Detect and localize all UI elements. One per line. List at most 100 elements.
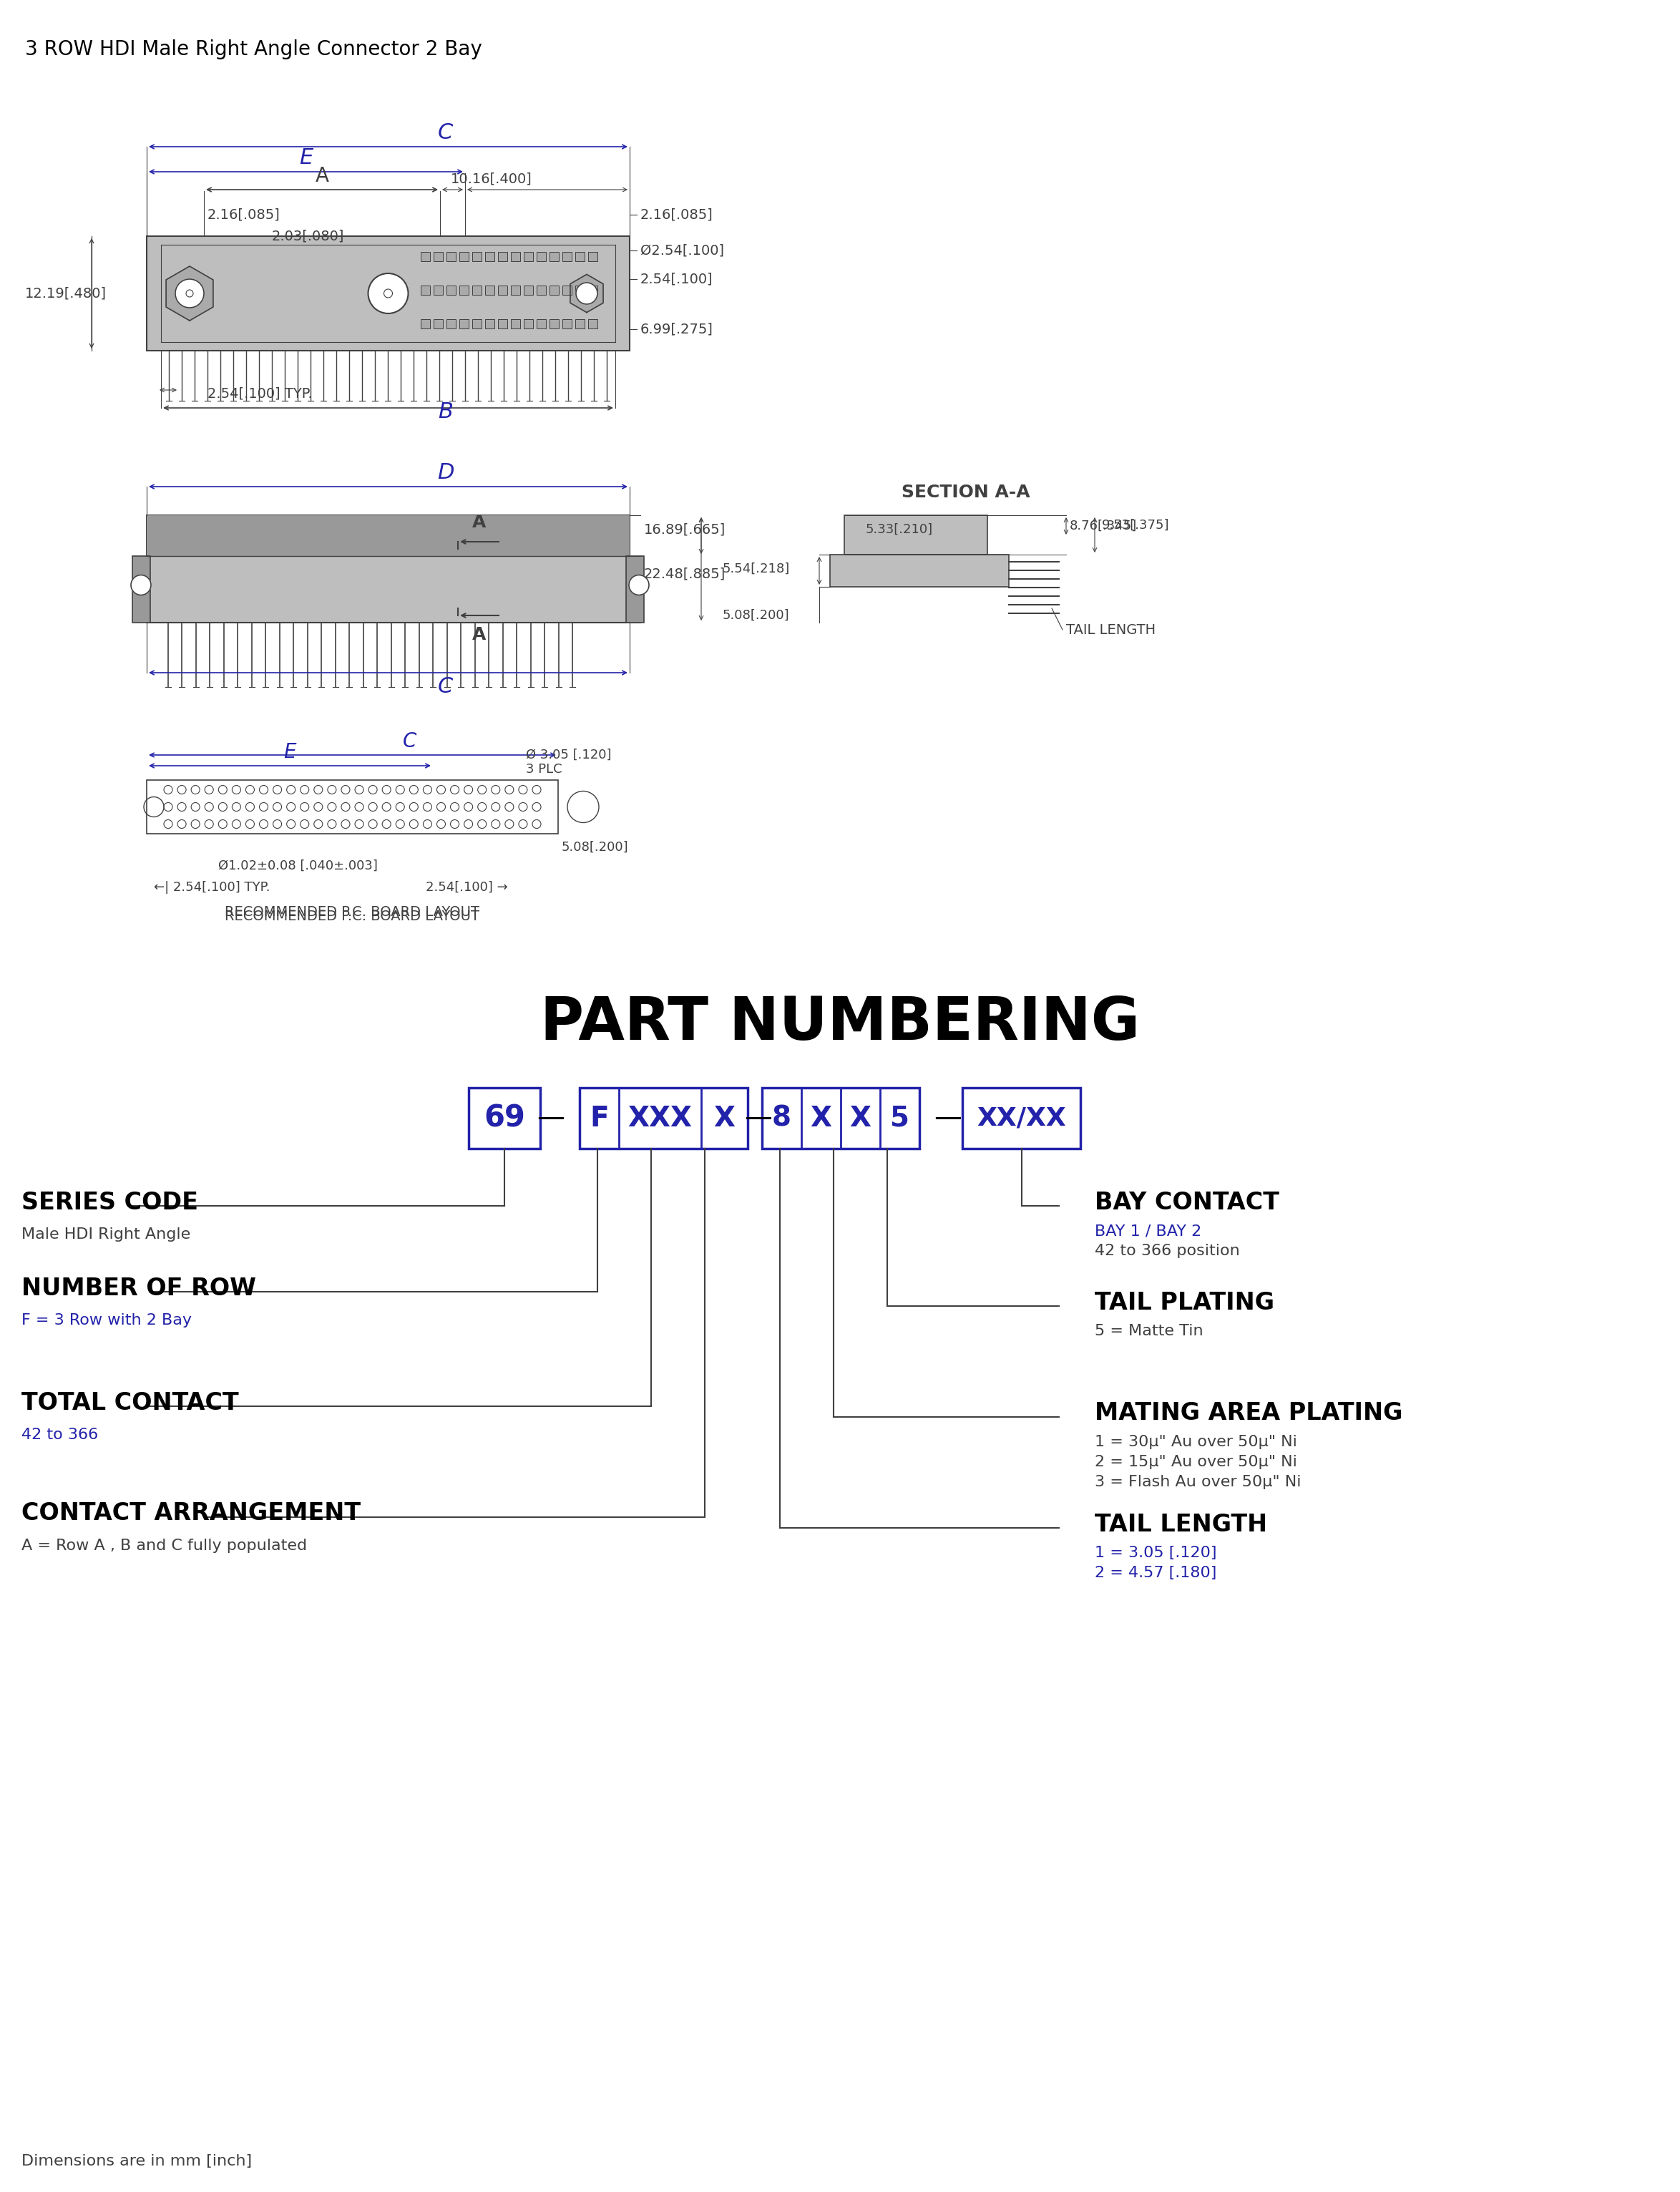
- Text: 8.76[.345]: 8.76[.345]: [1070, 520, 1137, 533]
- Text: 6.99[.275]: 6.99[.275]: [640, 322, 714, 335]
- Text: 42 to 366 position: 42 to 366 position: [1095, 1243, 1240, 1258]
- Bar: [447, 285, 455, 296]
- Text: BAY 1 / BAY 2: BAY 1 / BAY 2: [1095, 1223, 1201, 1238]
- Bar: [459, 320, 469, 329]
- Bar: [447, 252, 455, 261]
- Bar: [563, 320, 571, 329]
- Text: Dimensions are in mm [inch]: Dimensions are in mm [inch]: [22, 2155, 252, 2168]
- Text: 9.53[.375]: 9.53[.375]: [1102, 520, 1169, 533]
- Bar: [549, 320, 558, 329]
- Bar: [511, 252, 519, 261]
- Bar: [420, 252, 430, 261]
- Bar: [524, 252, 533, 261]
- Text: 1 = 3.05 [.120]: 1 = 3.05 [.120]: [1095, 1545, 1216, 1561]
- Circle shape: [368, 274, 408, 313]
- Polygon shape: [570, 274, 603, 313]
- Text: XX/XX: XX/XX: [976, 1107, 1067, 1131]
- Text: Ø 3.05 [.120]: Ø 3.05 [.120]: [526, 747, 612, 761]
- Text: 16.89[.665]: 16.89[.665]: [643, 522, 726, 537]
- Bar: [580, 1087, 748, 1149]
- Bar: [497, 252, 507, 261]
- Text: RECOMMENDED P.C. BOARD LAYOUT: RECOMMENDED P.C. BOARD LAYOUT: [225, 910, 480, 923]
- Text: E: E: [284, 743, 296, 763]
- Text: TAIL LENGTH: TAIL LENGTH: [1067, 623, 1156, 636]
- Text: 2.16[.085]: 2.16[.085]: [640, 208, 714, 221]
- Text: C: C: [438, 677, 454, 697]
- Text: 3 PLC: 3 PLC: [526, 763, 563, 776]
- Text: 42 to 366: 42 to 366: [22, 1427, 97, 1442]
- Text: 8: 8: [773, 1105, 791, 1131]
- Text: 3 ROW HDI Male Right Angle Connector 2 Bay: 3 ROW HDI Male Right Angle Connector 2 B…: [25, 39, 482, 59]
- Bar: [146, 515, 630, 623]
- Bar: [146, 515, 630, 557]
- Text: MATING AREA PLATING: MATING AREA PLATING: [1095, 1401, 1403, 1425]
- Text: SECTION A-A: SECTION A-A: [902, 484, 1030, 502]
- Text: 1 = 30μ" Au over 50μ" Ni: 1 = 30μ" Au over 50μ" Ni: [1095, 1436, 1297, 1449]
- Bar: [420, 285, 430, 296]
- Bar: [420, 320, 430, 329]
- Bar: [627, 557, 643, 623]
- Text: 2.03[.080]: 2.03[.080]: [272, 230, 344, 243]
- Circle shape: [175, 278, 203, 307]
- Text: 5 = Matte Tin: 5 = Matte Tin: [1095, 1324, 1203, 1339]
- Bar: [536, 252, 546, 261]
- Bar: [472, 320, 480, 329]
- Text: Male HDI Right Angle: Male HDI Right Angle: [22, 1228, 190, 1241]
- Text: 22.48[.885]: 22.48[.885]: [643, 568, 726, 581]
- Bar: [133, 557, 150, 623]
- Text: 5.08[.200]: 5.08[.200]: [722, 609, 790, 623]
- Bar: [497, 320, 507, 329]
- Circle shape: [628, 574, 648, 594]
- Bar: [763, 1087, 919, 1149]
- Text: TAIL PLATING: TAIL PLATING: [1095, 1291, 1275, 1315]
- Bar: [459, 285, 469, 296]
- Text: 2.16[.085]: 2.16[.085]: [208, 208, 281, 221]
- Text: TAIL LENGTH: TAIL LENGTH: [1095, 1512, 1267, 1537]
- Text: RECOMMENDED P.C. BOARD LAYOUT: RECOMMENDED P.C. BOARD LAYOUT: [225, 905, 480, 918]
- Text: BAY CONTACT: BAY CONTACT: [1095, 1190, 1278, 1214]
- Text: 5: 5: [890, 1105, 909, 1131]
- Bar: [575, 252, 585, 261]
- Bar: [524, 285, 533, 296]
- Text: TOTAL CONTACT: TOTAL CONTACT: [22, 1392, 239, 1414]
- Text: X: X: [810, 1105, 832, 1131]
- Bar: [588, 285, 596, 296]
- Text: PART NUMBERING: PART NUMBERING: [541, 995, 1139, 1052]
- Bar: [433, 285, 442, 296]
- Text: SERIES CODE: SERIES CODE: [22, 1190, 198, 1214]
- Text: F = 3 Row with 2 Bay: F = 3 Row with 2 Bay: [22, 1313, 192, 1328]
- Bar: [486, 252, 494, 261]
- Bar: [536, 320, 546, 329]
- Polygon shape: [166, 265, 213, 320]
- Bar: [845, 515, 988, 555]
- Bar: [536, 285, 546, 296]
- Text: 12.19[.480]: 12.19[.480]: [25, 287, 106, 300]
- Text: A: A: [472, 627, 486, 644]
- Text: X: X: [850, 1105, 872, 1131]
- Bar: [963, 1087, 1080, 1149]
- Bar: [588, 252, 596, 261]
- Text: B: B: [438, 401, 454, 421]
- Text: A: A: [472, 513, 486, 530]
- Text: E: E: [299, 147, 312, 169]
- Text: D: D: [437, 463, 454, 482]
- Bar: [830, 555, 1010, 587]
- Text: Ø2.54[.100]: Ø2.54[.100]: [640, 243, 724, 256]
- Text: 5.54[.218]: 5.54[.218]: [722, 563, 790, 574]
- Text: 2 = 15μ" Au over 50μ" Ni: 2 = 15μ" Au over 50μ" Ni: [1095, 1455, 1297, 1469]
- Bar: [563, 252, 571, 261]
- Text: C: C: [438, 123, 454, 142]
- Bar: [146, 780, 558, 833]
- Text: 2 = 4.57 [.180]: 2 = 4.57 [.180]: [1095, 1565, 1216, 1580]
- Circle shape: [131, 574, 151, 594]
- Text: —: —: [538, 1105, 564, 1131]
- Text: 5.08[.200]: 5.08[.200]: [561, 842, 628, 853]
- Text: CONTACT ARRANGEMENT: CONTACT ARRANGEMENT: [22, 1502, 361, 1526]
- Text: A: A: [316, 167, 329, 186]
- Text: 2.54[.100]: 2.54[.100]: [640, 272, 712, 285]
- Bar: [447, 320, 455, 329]
- Bar: [486, 320, 494, 329]
- Bar: [575, 320, 585, 329]
- Text: —: —: [744, 1105, 773, 1131]
- Bar: [511, 285, 519, 296]
